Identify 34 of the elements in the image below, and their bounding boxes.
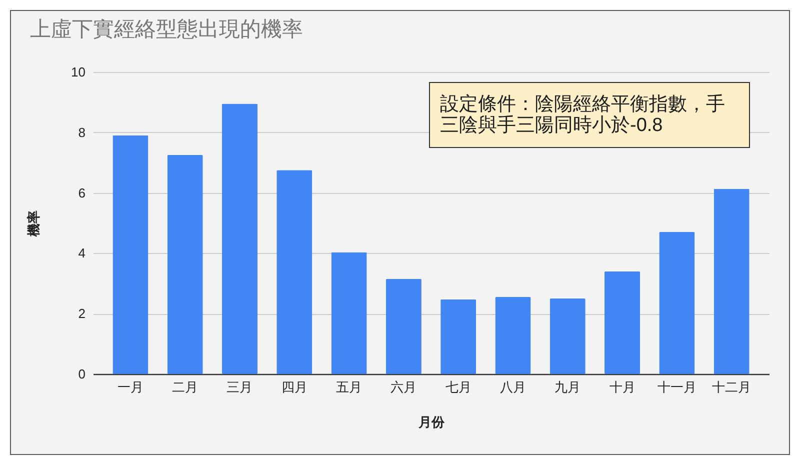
- bar: [440, 299, 476, 374]
- bar: [222, 104, 258, 374]
- y-tick-label: 0: [78, 366, 86, 382]
- x-tick-label: 七月: [445, 380, 472, 394]
- x-tick-label: 六月: [390, 380, 417, 394]
- bar: [495, 296, 531, 374]
- annotation: 設定條件：陰陽經絡平衡指數，手三陰與手三陽同時小於-0.8: [429, 82, 750, 148]
- bar: [604, 271, 640, 374]
- x-tick-label: 五月: [336, 380, 362, 394]
- y-tick-label: 6: [78, 185, 86, 200]
- x-axis-title: 月份: [418, 414, 446, 430]
- x-tick-label: 四月: [281, 380, 308, 394]
- x-tick-label: 十月: [609, 380, 636, 394]
- bar: [331, 252, 367, 374]
- bar: [167, 155, 203, 374]
- x-tick-label: 八月: [500, 380, 526, 394]
- bar: [714, 188, 750, 374]
- bar: [550, 298, 586, 374]
- y-tick-label: 8: [78, 124, 86, 140]
- y-tick-label: 2: [78, 306, 86, 322]
- bar: [659, 232, 695, 374]
- x-tick-label: 三月: [226, 380, 253, 394]
- x-tick-label: 十二月: [712, 380, 752, 394]
- bar: [112, 135, 148, 374]
- y-axis-title: 機率: [26, 210, 42, 238]
- x-tick-label: 十一月: [657, 380, 696, 394]
- y-tick-label: 4: [78, 246, 86, 261]
- x-tick-label: 九月: [554, 380, 581, 394]
- bar: [276, 170, 312, 374]
- x-tick-label: 一月: [117, 380, 144, 394]
- x-tick-label: 二月: [172, 380, 198, 394]
- y-tick-label: 10: [71, 64, 86, 80]
- chart-title: 上虛下實經絡型態出現的機率: [30, 18, 303, 41]
- bar: [386, 278, 422, 374]
